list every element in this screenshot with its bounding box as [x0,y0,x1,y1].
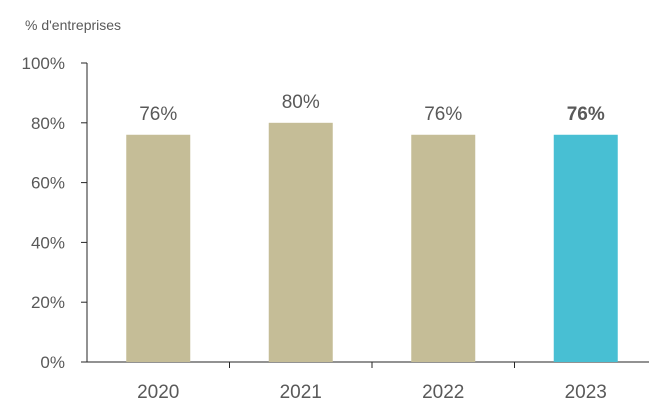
bar-2023 [553,134,618,362]
bar-2020 [126,134,191,362]
y-tick-label: 100% [22,54,65,73]
x-tick-label: 2023 [565,382,607,399]
bar-2021 [268,122,333,362]
y-tick-label: 0% [40,353,65,372]
x-tick-label: 2020 [137,382,179,399]
y-tick-label: 60% [31,174,65,193]
y-tick-label: 80% [31,114,65,133]
x-tick-label: 2022 [422,382,464,399]
data-label-2023: 76% [567,104,605,125]
x-tick-label: 2021 [280,382,322,399]
data-label-2022: 76% [424,104,462,125]
plot-area: 0% 20% 40% 60% 80% 100% 76% 2020 80% 2021 76% 2022 7… [22,54,649,403]
bar-2022 [411,134,476,362]
data-label-2020: 76% [139,104,177,125]
y-tick-label: 40% [31,233,65,252]
data-label-2021: 80% [282,92,320,113]
y-axis-title: % d'entreprises [25,17,121,33]
y-tick-label: 20% [31,293,65,312]
